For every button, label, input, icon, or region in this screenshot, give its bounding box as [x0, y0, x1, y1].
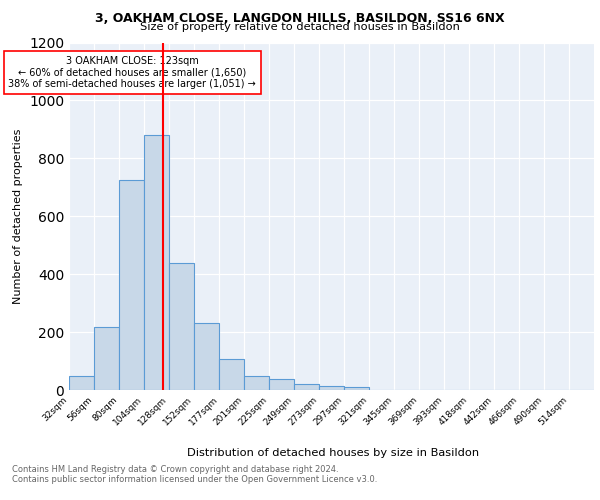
Bar: [119, 180, 144, 390]
Bar: [169, 262, 194, 390]
Text: Contains public sector information licensed under the Open Government Licence v3: Contains public sector information licen…: [12, 475, 377, 484]
Text: Distribution of detached houses by size in Basildon: Distribution of detached houses by size …: [187, 448, 479, 458]
Bar: [344, 387, 369, 390]
Text: Contains HM Land Registry data © Crown copyright and database right 2024.: Contains HM Land Registry data © Crown c…: [12, 465, 338, 474]
Text: Size of property relative to detached houses in Basildon: Size of property relative to detached ho…: [140, 22, 460, 32]
Bar: [69, 376, 94, 390]
Bar: [244, 376, 269, 390]
Bar: [94, 327, 119, 390]
Bar: [319, 386, 344, 390]
Bar: [269, 380, 294, 390]
Bar: [294, 384, 319, 390]
Y-axis label: Number of detached properties: Number of detached properties: [13, 128, 23, 304]
Text: 3 OAKHAM CLOSE: 123sqm
← 60% of detached houses are smaller (1,650)
38% of semi-: 3 OAKHAM CLOSE: 123sqm ← 60% of detached…: [8, 56, 256, 88]
Text: 3, OAKHAM CLOSE, LANGDON HILLS, BASILDON, SS16 6NX: 3, OAKHAM CLOSE, LANGDON HILLS, BASILDON…: [95, 12, 505, 26]
Bar: [144, 135, 169, 390]
Bar: [220, 358, 244, 390]
Bar: [194, 323, 220, 390]
